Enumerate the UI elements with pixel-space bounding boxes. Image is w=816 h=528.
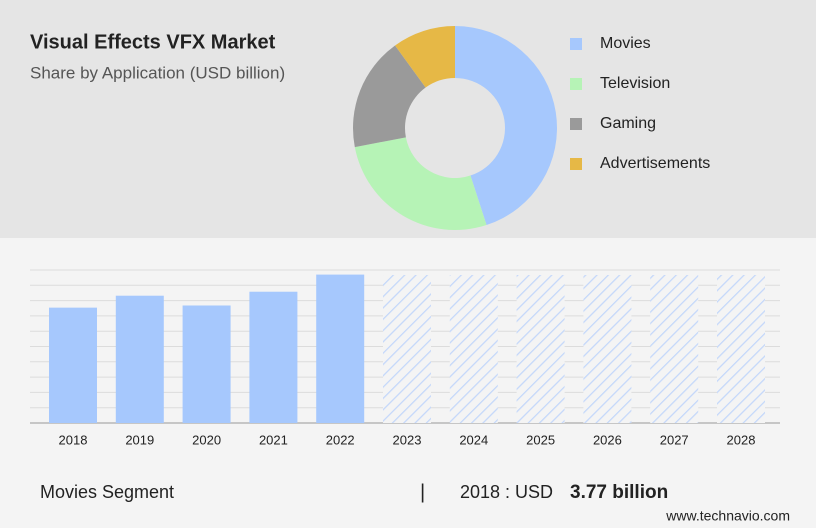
x-tick-label: 2020 xyxy=(192,432,221,447)
bar xyxy=(182,305,231,423)
legend-label: Advertisements xyxy=(600,155,710,172)
forecast-placeholder xyxy=(583,275,632,423)
bar xyxy=(249,291,298,423)
x-tick-label: 2024 xyxy=(459,432,488,447)
legend-label: Gaming xyxy=(600,115,656,132)
x-tick-label: 2018 xyxy=(59,432,88,447)
chart-title: Visual Effects VFX Market xyxy=(30,31,276,53)
forecast-placeholder xyxy=(516,275,565,423)
donut-segment xyxy=(395,26,455,88)
footer-value: 3.77 billion xyxy=(570,482,668,503)
x-tick-label: 2026 xyxy=(593,432,622,447)
legend-swatch xyxy=(570,78,582,90)
forecast-placeholder xyxy=(650,275,699,423)
bar xyxy=(115,295,164,423)
bar xyxy=(316,274,365,423)
source: www.technavio.com xyxy=(665,508,790,524)
x-tick-label: 2021 xyxy=(259,432,288,447)
bar xyxy=(49,307,97,423)
chart-subtitle: Share by Application (USD billion) xyxy=(30,63,285,82)
x-tick-label: 2027 xyxy=(660,432,689,447)
x-tick-label: 2022 xyxy=(326,432,355,447)
x-tick-label: 2028 xyxy=(727,432,756,447)
legend-label: Television xyxy=(600,75,670,92)
x-tick-label: 2023 xyxy=(393,432,422,447)
forecast-placeholder xyxy=(383,275,431,423)
footer-text: 2018 : USD xyxy=(460,482,553,502)
footer-segment: Movies Segment xyxy=(40,482,174,502)
legend-swatch xyxy=(570,38,582,50)
legend-swatch xyxy=(570,158,582,170)
legend-swatch xyxy=(570,118,582,130)
donut-segment xyxy=(354,137,487,231)
x-tick-label: 2019 xyxy=(125,432,154,447)
forecast-placeholder xyxy=(717,275,765,423)
forecast-placeholder xyxy=(449,275,498,423)
x-tick-label: 2025 xyxy=(526,432,555,447)
donut-segment xyxy=(352,45,426,148)
legend-label: Movies xyxy=(600,35,651,52)
donut-segment xyxy=(455,26,558,226)
footer-separator: | xyxy=(420,481,425,503)
